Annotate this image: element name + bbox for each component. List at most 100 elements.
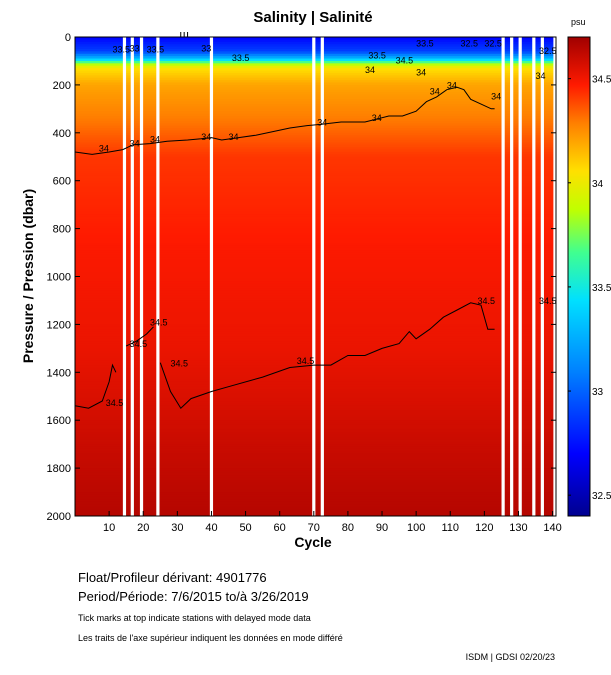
- note-french: Les traits de l'axe supérieur indiquent …: [78, 633, 343, 643]
- colorbar-tick-label: 34: [592, 179, 604, 190]
- salinity-layer: [75, 53, 556, 57]
- salinity-layer: [75, 240, 556, 244]
- salinity-layer: [75, 235, 556, 239]
- y-tick-label: 400: [53, 128, 71, 140]
- salinity-layer: [75, 108, 556, 112]
- salinity-layer: [75, 365, 556, 369]
- y-tick-label: 2000: [47, 511, 71, 523]
- colorbar-tick-label: 34.5: [592, 75, 611, 86]
- salinity-layer: [75, 39, 556, 43]
- salinity-layer: [75, 367, 556, 371]
- salinity-layer: [75, 322, 556, 325]
- salinity-layer: [75, 216, 556, 220]
- period-label: Period/Période:: [78, 589, 168, 604]
- gap-column: [320, 37, 324, 516]
- salinity-layer: [75, 247, 556, 251]
- contour-label: 32.5: [460, 39, 478, 49]
- salinity-layer: [75, 106, 556, 110]
- salinity-layer: [75, 281, 556, 285]
- salinity-layer: [75, 233, 556, 237]
- x-tick-label: 10: [103, 522, 115, 534]
- salinity-layer: [75, 451, 556, 455]
- x-tick-label: 80: [342, 522, 354, 534]
- salinity-layer: [75, 219, 556, 223]
- salinity-layer: [75, 92, 556, 96]
- salinity-layer: [75, 353, 556, 357]
- x-tick-label: 120: [475, 522, 493, 534]
- salinity-layer: [75, 391, 556, 395]
- salinity-layer: [75, 180, 556, 184]
- colorbar: [567, 36, 591, 517]
- salinity-layer: [75, 504, 556, 508]
- salinity-layer: [75, 84, 556, 88]
- colorbar-tick-label: 33: [592, 387, 604, 398]
- salinity-layer: [75, 343, 556, 347]
- salinity-layer: [75, 496, 556, 500]
- x-tick-label: 110: [441, 522, 459, 534]
- salinity-layer: [75, 489, 556, 493]
- x-tick-label: 90: [376, 522, 388, 534]
- float-row: Float/Profileur dérivant: 4901776: [78, 570, 267, 585]
- contour-label: 33.5: [416, 39, 434, 49]
- salinity-layer: [75, 492, 556, 496]
- period-row: Period/Période: 7/6/2015 to/à 3/26/2019: [78, 589, 309, 604]
- gap-column: [510, 37, 514, 516]
- salinity-layer: [75, 456, 556, 460]
- salinity-layer: [75, 307, 556, 311]
- contour-label: 34.5: [106, 398, 124, 408]
- salinity-layer: [75, 460, 556, 464]
- salinity-layer: [75, 475, 556, 479]
- salinity-layer: [75, 154, 556, 158]
- salinity-layer: [75, 250, 556, 254]
- salinity-layer: [75, 202, 556, 206]
- salinity-layer: [75, 424, 556, 428]
- x-tick-label: 70: [308, 522, 320, 534]
- credit-line: ISDM | GDSI 02/20/23: [465, 652, 555, 662]
- colorbar-tick-label: 32.5: [592, 491, 611, 502]
- gap-column: [518, 37, 522, 516]
- salinity-layer: [75, 80, 556, 84]
- salinity-layer: [75, 326, 556, 330]
- x-tick-label: 100: [407, 522, 425, 534]
- contour-label: 34.5: [171, 358, 189, 368]
- contour-label: 34: [130, 139, 140, 149]
- contour-label: 34: [317, 118, 327, 128]
- salinity-layer: [75, 221, 556, 225]
- salinity-layer: [75, 302, 556, 306]
- salinity-layer: [75, 70, 556, 74]
- y-tick-label: 0: [65, 32, 71, 44]
- salinity-layer: [75, 324, 556, 328]
- contour-34: [75, 86, 495, 155]
- salinity-layer: [75, 111, 556, 115]
- salinity-layer: [75, 389, 556, 393]
- salinity-layer: [75, 290, 556, 294]
- salinity-layer: [75, 501, 556, 505]
- salinity-layer: [75, 345, 556, 349]
- salinity-layer: [75, 295, 556, 299]
- salinity-layer: [75, 58, 556, 62]
- salinity-layer: [75, 293, 556, 297]
- salinity-layer: [75, 499, 556, 503]
- contour-label: 32.5: [539, 46, 557, 56]
- salinity-heatmap: [75, 37, 556, 516]
- salinity-layer: [75, 60, 556, 64]
- salinity-layer: [75, 333, 556, 337]
- salinity-layer: [75, 214, 556, 218]
- salinity-layer: [75, 427, 556, 431]
- contour-label: 34: [430, 86, 440, 96]
- salinity-layer: [75, 508, 556, 512]
- salinity-layer: [75, 125, 556, 129]
- chart-title: Salinity | Salinité: [253, 9, 372, 26]
- contour-label: 34: [99, 143, 109, 153]
- contour-label: 34: [447, 80, 457, 90]
- salinity-layer: [75, 130, 556, 134]
- x-tick-label: 30: [171, 522, 183, 534]
- gap-column: [130, 37, 134, 516]
- salinity-layer: [75, 348, 556, 352]
- salinity-layer: [75, 312, 556, 316]
- note-english: Tick marks at top indicate stations with…: [78, 613, 311, 623]
- salinity-layer: [75, 65, 556, 69]
- salinity-layer: [75, 207, 556, 211]
- salinity-layer: [75, 494, 556, 498]
- salinity-layer: [75, 132, 556, 136]
